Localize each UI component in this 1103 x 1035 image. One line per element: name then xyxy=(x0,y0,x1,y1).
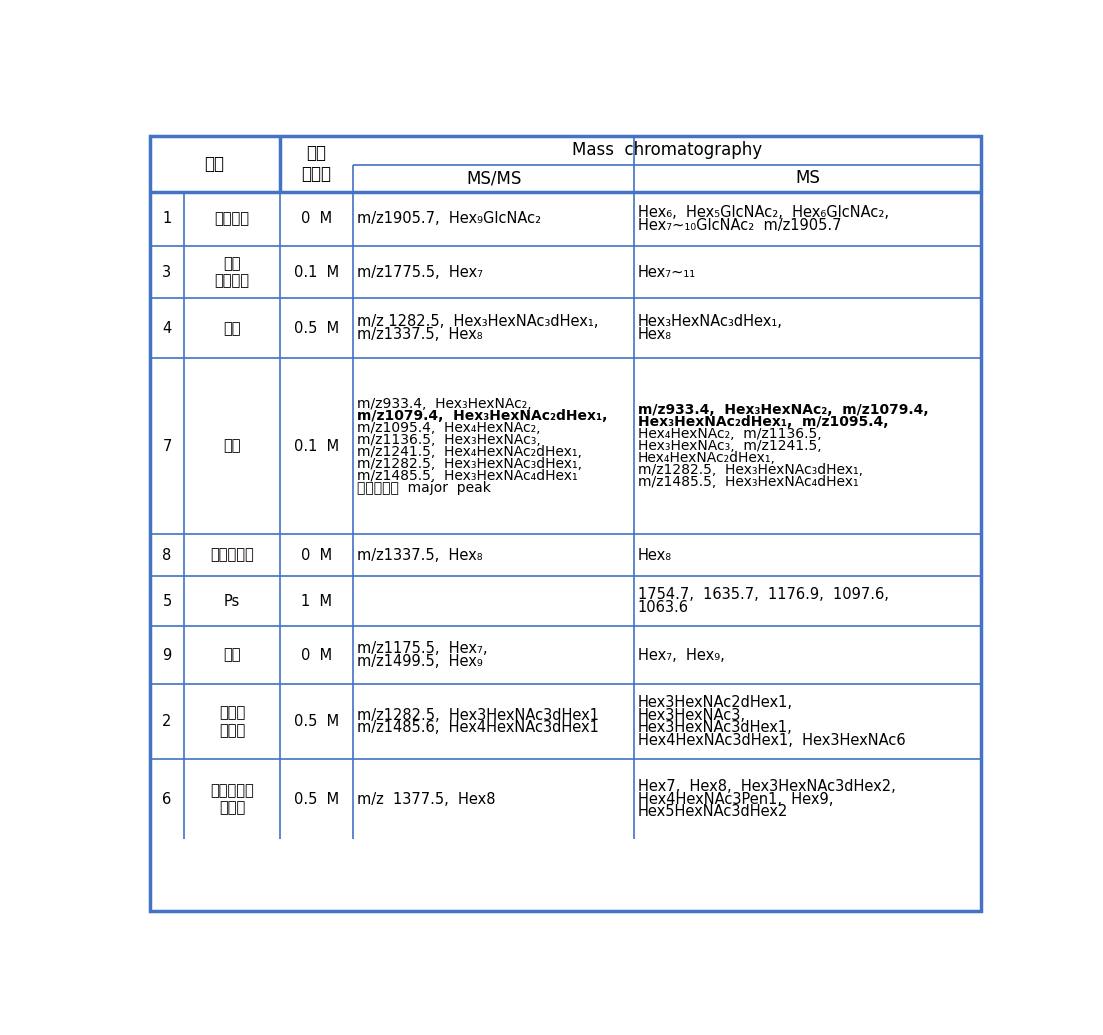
Text: m/z933.4,  Hex₃HexNAc₂,  m/z1079.4,: m/z933.4, Hex₃HexNAc₂, m/z1079.4, xyxy=(638,404,929,417)
Text: m/z1175.5,  Hex₇,: m/z1175.5, Hex₇, xyxy=(357,642,488,656)
Text: 1063.6: 1063.6 xyxy=(638,600,688,615)
Text: 0.5  M: 0.5 M xyxy=(295,321,339,335)
Text: 9: 9 xyxy=(162,648,172,662)
Text: 7: 7 xyxy=(162,439,172,453)
Text: m/z  1377.5,  Hex8: m/z 1377.5, Hex8 xyxy=(357,792,495,806)
Text: Hex4HexNAc3Pen1,  Hex9,: Hex4HexNAc3Pen1, Hex9, xyxy=(638,792,833,806)
Text: 6: 6 xyxy=(162,792,172,806)
Text: m/z1775.5,  Hex₇: m/z1775.5, Hex₇ xyxy=(357,265,483,279)
Text: 1754.7,  1635.7,  1176.9,  1097.6,: 1754.7, 1635.7, 1176.9, 1097.6, xyxy=(638,588,889,602)
Text: Hex7,  Hex8,  Hex3HexNAc3dHex2,: Hex7, Hex8, Hex3HexNAc3dHex2, xyxy=(638,779,896,794)
Text: Hex₃HexNAc₃dHex₁,: Hex₃HexNAc₃dHex₁, xyxy=(638,315,783,329)
Text: Hex₄HexNAc₂dHex₁,: Hex₄HexNAc₂dHex₁, xyxy=(638,451,775,465)
Text: 곤층: 곤층 xyxy=(204,155,225,173)
Text: Ps: Ps xyxy=(224,594,240,609)
Text: Hex₇~₁₁: Hex₇~₁₁ xyxy=(638,265,696,279)
Text: 1: 1 xyxy=(162,211,172,227)
Text: m/z1337.5,  Hex₈: m/z1337.5, Hex₈ xyxy=(357,327,483,342)
Text: m/z1095.4,  Hex₄HexNAc₂,: m/z1095.4, Hex₄HexNAc₂, xyxy=(357,421,540,435)
Text: m/z1282.5,  Hex3HexNAc3dHex1: m/z1282.5, Hex3HexNAc3dHex1 xyxy=(357,708,599,723)
Text: 0  M: 0 M xyxy=(301,211,332,227)
Text: 매미
동충하초: 매미 동충하초 xyxy=(215,256,249,288)
Text: 3: 3 xyxy=(162,265,171,279)
Text: 0.5  M: 0.5 M xyxy=(295,792,339,806)
Text: Hex3HexNAc3,: Hex3HexNAc3, xyxy=(638,708,746,723)
Text: Hex₇,  Hex₉,: Hex₇, Hex₉, xyxy=(638,648,725,662)
Text: m/z1485.5,  Hex₃HexNAc₄dHex₁: m/z1485.5, Hex₃HexNAc₄dHex₁ xyxy=(357,469,578,483)
Text: m/z933.4,  Hex₃HexNAc₂,: m/z933.4, Hex₃HexNAc₂, xyxy=(357,397,532,411)
Text: 0  M: 0 M xyxy=(301,648,332,662)
Text: 강랑: 강랑 xyxy=(223,648,240,662)
Text: 0.1  M: 0.1 M xyxy=(295,439,339,453)
Text: 광대노린재: 광대노린재 xyxy=(211,548,254,562)
Text: m/z1079.4,  Hex₃HexNAc₂dHex₁,: m/z1079.4, Hex₃HexNAc₂dHex₁, xyxy=(357,409,608,423)
Text: 5: 5 xyxy=(162,594,172,609)
Text: Mass  chromatography: Mass chromatography xyxy=(572,142,762,159)
Text: 분획
염농도: 분획 염농도 xyxy=(301,145,332,183)
Text: m/z1282.5,  Hex₃HexNAc₃dHex₁,: m/z1282.5, Hex₃HexNAc₃dHex₁, xyxy=(638,463,863,477)
Text: m/z1136.5,  Hex₃HexNAc₃,: m/z1136.5, Hex₃HexNAc₃, xyxy=(357,433,540,447)
Text: Hex5HexNAc3dHex2: Hex5HexNAc3dHex2 xyxy=(638,804,789,819)
Text: 0  M: 0 M xyxy=(301,548,332,562)
Text: Hex₈: Hex₈ xyxy=(638,548,672,562)
Text: Hex4HexNAc3dHex1,  Hex3HexNAc6: Hex4HexNAc3dHex1, Hex3HexNAc6 xyxy=(638,733,906,748)
Text: m/z1241.5,  Hex₄HexNAc₂dHex₁,: m/z1241.5, Hex₄HexNAc₂dHex₁, xyxy=(357,445,582,460)
Text: Hex3HexNAc3dHex1,: Hex3HexNAc3dHex1, xyxy=(638,720,792,736)
Text: 0.5  M: 0.5 M xyxy=(295,714,339,730)
Text: 0.1  M: 0.1 M xyxy=(295,265,339,279)
Text: Hex₇~₁₀GlcNAc₂  m/z1905.7: Hex₇~₁₀GlcNAc₂ m/z1905.7 xyxy=(638,217,842,233)
Text: m/z1485.5,  Hex₃HexNAc₄dHex₁: m/z1485.5, Hex₃HexNAc₄dHex₁ xyxy=(638,475,858,489)
Text: 호박벌
여왕벌: 호박벌 여왕벌 xyxy=(218,706,245,738)
Text: Hex₃HexNAc₂dHex₁,  m/z1095.4,: Hex₃HexNAc₂dHex₁, m/z1095.4, xyxy=(638,415,888,430)
Text: 8: 8 xyxy=(162,548,172,562)
Text: m/z 1282.5,  Hex₃HexNAc₃dHex₁,: m/z 1282.5, Hex₃HexNAc₃dHex₁, xyxy=(357,315,599,329)
Text: 4: 4 xyxy=(162,321,172,335)
Text: Hex₈: Hex₈ xyxy=(638,327,672,342)
Text: Hex₃HexNAc₃,  m/z1241.5,: Hex₃HexNAc₃, m/z1241.5, xyxy=(638,439,822,453)
Text: 1  M: 1 M xyxy=(301,594,332,609)
Text: 귀뚜라미: 귀뚜라미 xyxy=(215,211,249,227)
Text: Hex3HexNAc2dHex1,: Hex3HexNAc2dHex1, xyxy=(638,696,793,710)
Text: MS/MS: MS/MS xyxy=(465,170,522,187)
Text: m/z1905.7,  Hex₉GlcNAc₂: m/z1905.7, Hex₉GlcNAc₂ xyxy=(357,211,542,227)
Text: m/z1485.6,  Hex4HexNAc3dHex1: m/z1485.6, Hex4HexNAc3dHex1 xyxy=(357,720,599,736)
Text: 강랑: 강랑 xyxy=(223,321,240,335)
Text: MS: MS xyxy=(795,170,820,187)
Text: m/z1337.5,  Hex₈: m/z1337.5, Hex₈ xyxy=(357,548,483,562)
Text: Hex₆,  Hex₅GlcNAc₂,  Hex₆GlcNAc₂,: Hex₆, Hex₅GlcNAc₂, Hex₆GlcNAc₂, xyxy=(638,205,889,220)
Text: 진한글시는  major  peak: 진한글시는 major peak xyxy=(357,481,491,495)
Text: m/z1282.5,  Hex₃HexNAc₃dHex₁,: m/z1282.5, Hex₃HexNAc₃dHex₁, xyxy=(357,457,582,471)
Text: 서양뒤영벌
여왕벌: 서양뒤영벌 여왕벌 xyxy=(211,782,254,816)
Text: 맹충: 맹충 xyxy=(223,439,240,453)
Text: 2: 2 xyxy=(162,714,172,730)
Text: m/z1499.5,  Hex₉: m/z1499.5, Hex₉ xyxy=(357,654,483,669)
Text: Hex₄HexNAc₂,  m/z1136.5,: Hex₄HexNAc₂, m/z1136.5, xyxy=(638,427,822,441)
